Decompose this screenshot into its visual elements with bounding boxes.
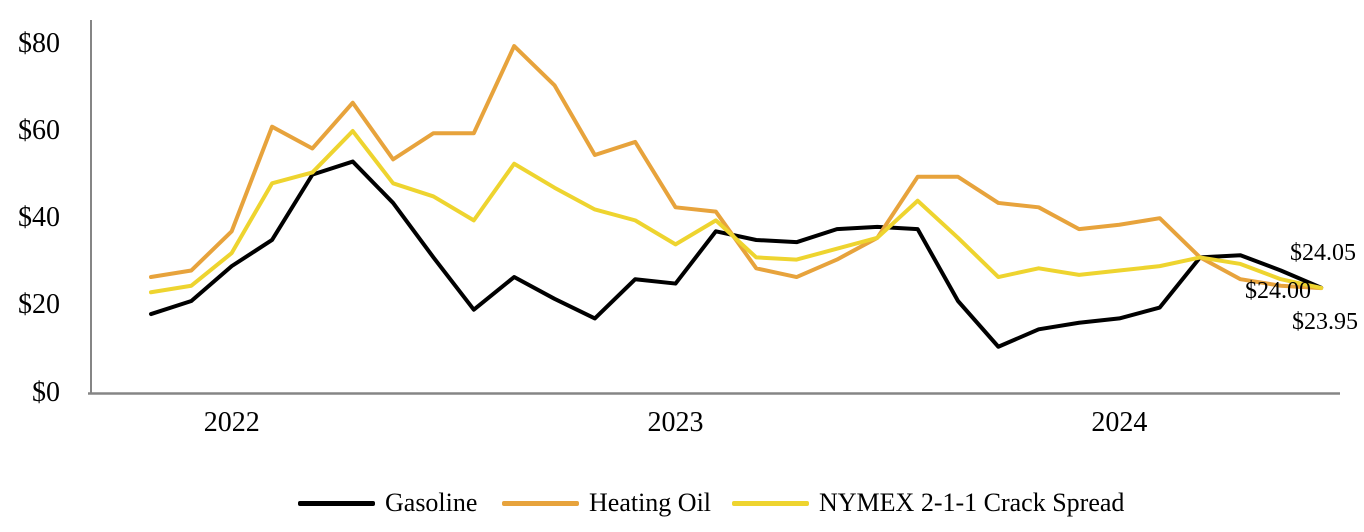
y-tick-label: $40	[18, 202, 60, 234]
y-tick-label: $60	[18, 115, 60, 147]
heating-oil-line-swatch	[502, 500, 579, 506]
legend-label: Heating Oil	[589, 488, 712, 517]
legend-item-heating-oil: Heating Oil	[502, 490, 711, 516]
x-year-label: 2022	[203, 407, 260, 438]
series-line-nymex-2-1-1-crack-spread	[149, 129, 1324, 295]
x-year-label: 2024	[1091, 407, 1148, 438]
nymex-line-swatch	[732, 500, 809, 506]
x-year-label: 2023	[647, 407, 704, 438]
y-tick-label: $80	[18, 27, 60, 59]
y-tick-label: $20	[18, 289, 60, 321]
series-end-label-heating-oil: $23.95	[1292, 309, 1358, 335]
series-line-heating-oil	[149, 44, 1324, 291]
legend-item-gasoline: Gasoline	[298, 490, 477, 516]
legend-item-nymex: NYMEX 2-1-1 Crack Spread	[732, 490, 1124, 516]
y-tick-label: $0	[32, 376, 60, 408]
legend-label: NYMEX 2-1-1 Crack Spread	[819, 488, 1125, 517]
series-end-label-nymex: $24.00	[1245, 278, 1311, 304]
gasoline-line-swatch	[298, 500, 375, 506]
series-line-gasoline	[149, 159, 1324, 349]
legend-label: Gasoline	[385, 488, 478, 517]
series-end-label-gasoline: $24.05	[1290, 240, 1356, 266]
